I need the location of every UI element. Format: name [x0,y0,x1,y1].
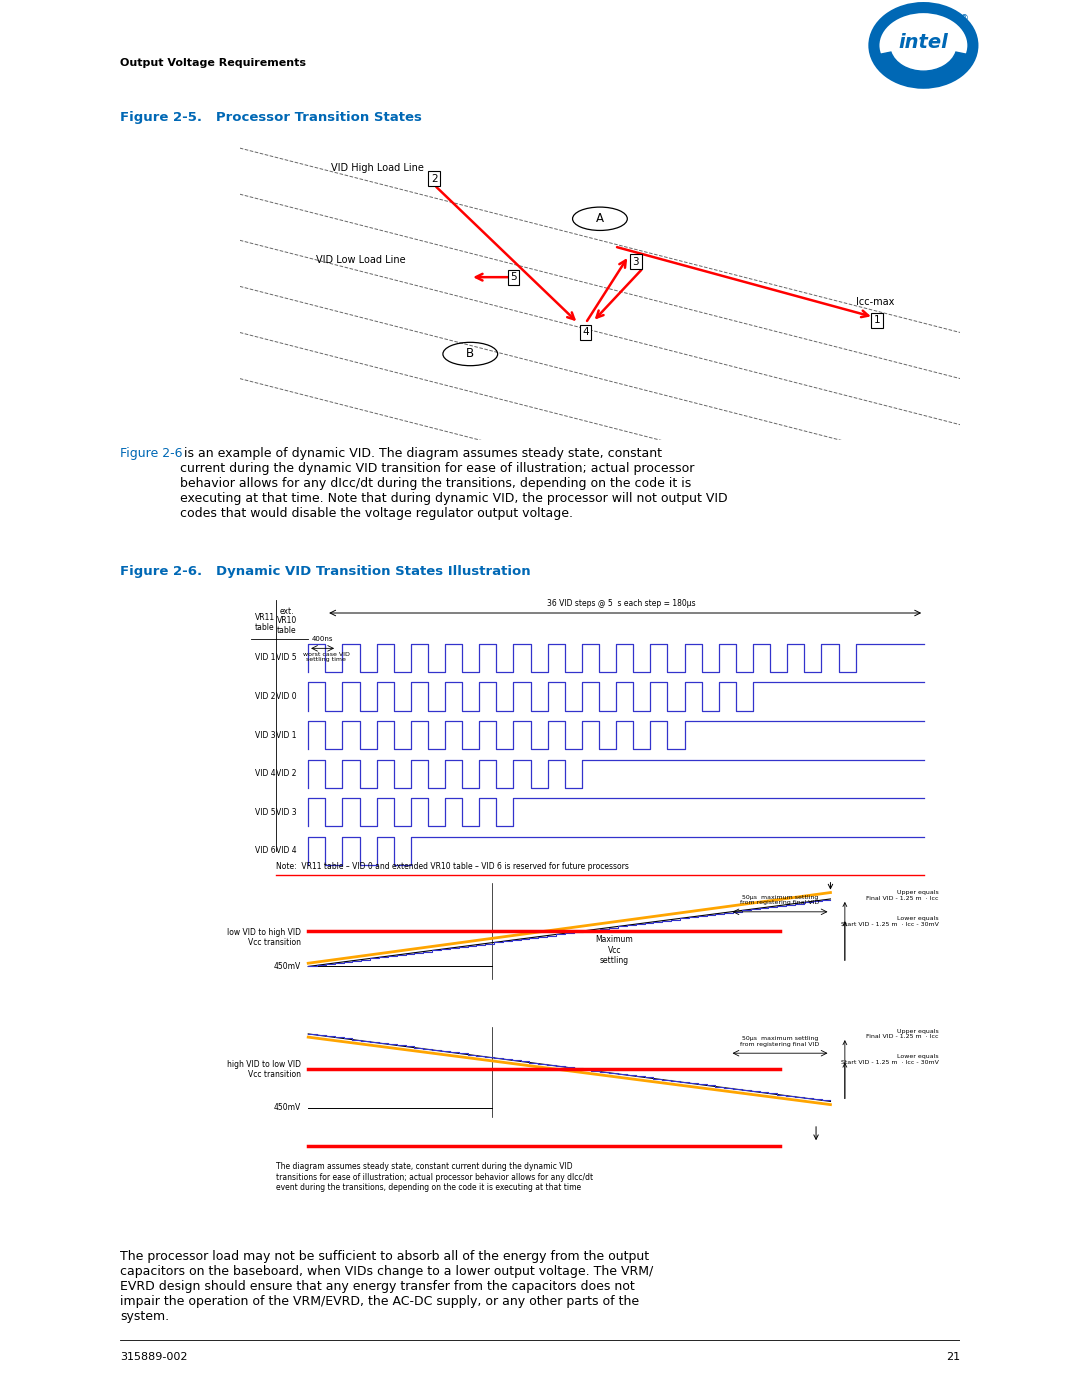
Text: Lower equals
Start VID - 1.25 m  · Icc - 30mV: Lower equals Start VID - 1.25 m · Icc - … [840,916,939,926]
Wedge shape [876,52,971,84]
Text: The processor load may not be sufficient to absorb all of the energy from the ou: The processor load may not be sufficient… [120,1250,653,1323]
Text: VR10: VR10 [276,616,297,626]
Text: 2: 2 [431,173,437,184]
Text: table: table [255,623,274,631]
Text: VID 3: VID 3 [255,731,275,739]
Text: VID 5: VID 5 [276,654,297,662]
Text: VID 3: VID 3 [276,807,297,817]
Text: Figure 2-6.   Dynamic VID Transition States Illustration: Figure 2-6. Dynamic VID Transition State… [120,564,530,578]
Text: table: table [276,626,296,634]
Text: VID 2: VID 2 [276,770,297,778]
Text: Maximum
Vcc
settling: Maximum Vcc settling [595,936,633,965]
Text: 3: 3 [633,257,639,267]
Text: Upper equals
Final VID - 1.25 m  · Icc: Upper equals Final VID - 1.25 m · Icc [866,1028,939,1039]
Text: VID High Load Line: VID High Load Line [330,163,423,173]
Text: The diagram assumes steady state, constant current during the dynamic VID
transi: The diagram assumes steady state, consta… [275,1162,593,1192]
Text: Note:  VR11 table – VID 0 and extended VR10 table – VID 6 is reserved for future: Note: VR11 table – VID 0 and extended VR… [275,862,629,872]
Text: ext.: ext. [280,606,294,616]
Text: worst case VID
settling time: worst case VID settling time [302,651,350,662]
Text: 400ns: 400ns [312,636,334,643]
Text: A: A [596,212,604,225]
Text: 4: 4 [582,327,589,338]
Text: Output Voltage Requirements: Output Voltage Requirements [120,57,306,68]
Text: 315889-002: 315889-002 [120,1352,188,1362]
Text: intel: intel [899,34,948,52]
Text: 450mV: 450mV [273,1104,301,1112]
Text: Lower equals
Start VID - 1.25 m  · Icc - 30mV: Lower equals Start VID - 1.25 m · Icc - … [840,1055,939,1065]
Text: 50μs  maximum settling
from registering final VID: 50μs maximum settling from registering f… [741,894,820,905]
Text: VID 1: VID 1 [276,731,297,739]
Text: Figure 2-6: Figure 2-6 [120,447,183,460]
Text: ®: ® [959,14,969,22]
Text: VID 4: VID 4 [276,847,297,855]
Text: VID Low Load Line: VID Low Load Line [315,256,405,265]
Text: 5: 5 [510,272,517,282]
Text: 450mV: 450mV [273,963,301,971]
Text: B: B [467,348,474,360]
Text: 50μs  maximum settling
from registering final VID: 50μs maximum settling from registering f… [741,1037,820,1046]
Text: is an example of dynamic VID. The diagram assumes steady state, constant
current: is an example of dynamic VID. The diagra… [180,447,728,520]
Text: VID 6: VID 6 [255,847,275,855]
Text: low VID to high VID
Vcc transition: low VID to high VID Vcc transition [227,928,301,947]
Text: VID 4: VID 4 [255,770,275,778]
Text: VID 5: VID 5 [255,807,275,817]
Text: VR11: VR11 [255,613,275,622]
Text: 21: 21 [946,1352,960,1362]
Text: 1: 1 [874,316,880,326]
Text: Figure 2-5.   Processor Transition States: Figure 2-5. Processor Transition States [120,110,422,124]
Text: 36 VID steps @ 5  s each step = 180μs: 36 VID steps @ 5 s each step = 180μs [548,599,696,608]
Text: Upper equals
Final VID - 1.25 m  · Icc: Upper equals Final VID - 1.25 m · Icc [866,890,939,901]
Text: VID 0: VID 0 [276,692,297,701]
Text: Icc-max: Icc-max [855,296,894,307]
Text: VID 1: VID 1 [255,654,275,662]
Text: VID 2: VID 2 [255,692,275,701]
Text: high VID to low VID
Vcc transition: high VID to low VID Vcc transition [227,1059,301,1078]
